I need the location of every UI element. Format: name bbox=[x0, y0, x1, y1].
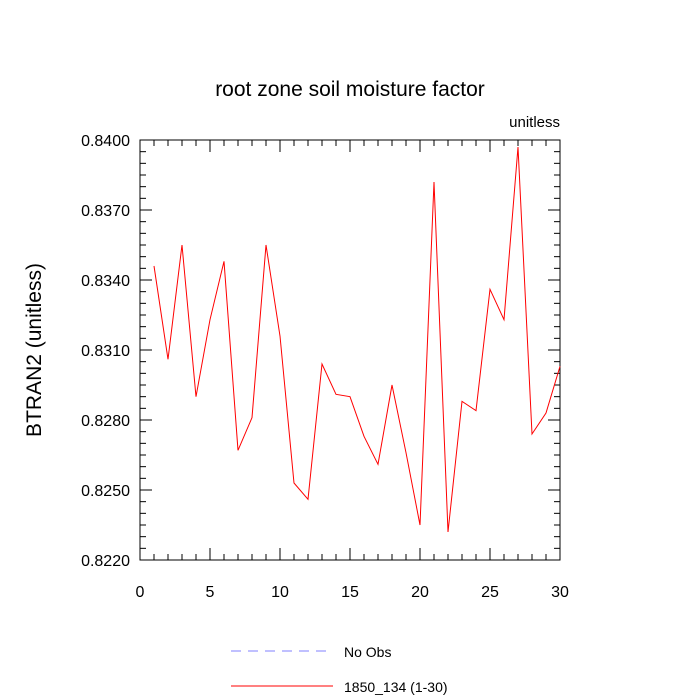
y-tick-label: 0.8220 bbox=[81, 553, 130, 570]
y-tick-label: 0.8400 bbox=[81, 133, 130, 150]
legend-label: 1850_134 (1-30) bbox=[344, 679, 448, 695]
legend-label: No Obs bbox=[344, 644, 391, 660]
y-tick-label: 0.8340 bbox=[81, 273, 130, 290]
x-tick-label: 15 bbox=[341, 584, 359, 601]
series-line bbox=[153, 146, 561, 533]
x-tick-label: 30 bbox=[551, 584, 569, 601]
x-tick-label: 10 bbox=[271, 584, 289, 601]
y-tick-label: 0.8370 bbox=[81, 203, 130, 220]
x-tick-label: 5 bbox=[206, 584, 215, 601]
x-tick-label: 25 bbox=[481, 584, 499, 601]
y-axis-label: BTRAN2 (unitless) bbox=[23, 263, 46, 437]
chart-title: root zone soil moisture factor bbox=[215, 78, 485, 101]
y-tick-label: 0.8310 bbox=[81, 343, 130, 360]
x-tick-label: 0 bbox=[136, 584, 145, 601]
units-label: unitless bbox=[509, 114, 560, 131]
x-tick-label: 20 bbox=[411, 584, 429, 601]
y-tick-label: 0.8250 bbox=[81, 483, 130, 500]
plot-area: 0 5 10 15 20 25 30 0.8220 0.8250 0.8280 0.8310 0.83… bbox=[81, 133, 569, 601]
plot-frame bbox=[139, 139, 561, 561]
legend: No Obs 1850_134 (1-30) bbox=[231, 644, 448, 695]
y-tick-label: 0.8280 bbox=[81, 413, 130, 430]
